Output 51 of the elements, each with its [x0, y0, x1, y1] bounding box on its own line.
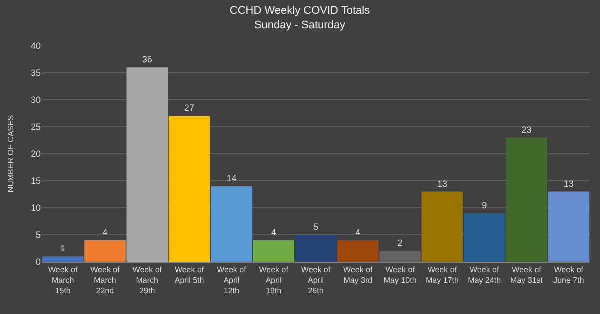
- bar: [338, 240, 379, 262]
- chart-subtitle: Sunday - Saturday: [254, 19, 346, 32]
- data-label: 14: [226, 173, 237, 184]
- y-tick-label: 40: [30, 41, 41, 52]
- x-tick-label: Week of March 22nd: [90, 266, 121, 296]
- bar: [211, 186, 252, 262]
- x-tick-label: Week of March 15th: [48, 266, 78, 296]
- chart-title: CCHD Weekly COVID Totals: [230, 5, 371, 18]
- x-tick-label: Week of April 12th: [217, 266, 248, 296]
- y-tick-label: 10: [30, 203, 41, 214]
- x-tick-label: Week of May 24th: [468, 266, 502, 285]
- bar: [548, 192, 590, 262]
- y-axis-title: NUMBER OF CASES: [6, 115, 16, 193]
- bar: [506, 138, 548, 262]
- y-tick-label: 20: [30, 149, 41, 160]
- bar: [84, 240, 126, 262]
- x-tick-label: Week of March 29th: [132, 266, 163, 296]
- x-tick-label: Week of May 3rd: [344, 266, 374, 285]
- data-label: 5: [313, 222, 319, 232]
- data-label: 13: [437, 178, 448, 189]
- bar: [295, 235, 337, 262]
- data-label: 13: [564, 178, 574, 189]
- bar: [168, 116, 210, 262]
- y-tick-label: 35: [30, 68, 41, 78]
- x-tick-label: Week of May 31st: [510, 266, 544, 285]
- x-tick-label: Week of April 26th: [301, 266, 332, 296]
- x-tick-label: Week of June 7th: [554, 266, 584, 285]
- y-tick-label: 30: [30, 95, 41, 106]
- data-label: 4: [271, 227, 276, 238]
- y-tick-label: 15: [30, 176, 41, 186]
- bar: [422, 192, 464, 262]
- data-label: 23: [522, 124, 532, 135]
- x-tick-label: Week of April 5th: [174, 266, 205, 285]
- data-label: 1: [60, 244, 66, 254]
- x-tick-label: Week of May 10th: [384, 266, 417, 285]
- y-tick-label: 5: [36, 230, 41, 240]
- data-label: 4: [102, 227, 108, 238]
- y-tick-label: 25: [30, 122, 41, 132]
- data-label: 4: [356, 227, 361, 238]
- data-label: 36: [142, 54, 152, 65]
- bar: [126, 68, 168, 262]
- bar: [42, 256, 84, 262]
- data-label: 2: [398, 238, 403, 248]
- data-label: 9: [482, 200, 488, 210]
- y-tick-label: 0: [36, 257, 41, 268]
- data-label: 27: [184, 103, 195, 114]
- bar: [253, 240, 294, 262]
- bar: [380, 251, 421, 262]
- x-tick-label: Week of May 17th: [426, 266, 459, 285]
- bar: [464, 213, 506, 262]
- x-tick-label: Week of April 19th: [259, 266, 290, 296]
